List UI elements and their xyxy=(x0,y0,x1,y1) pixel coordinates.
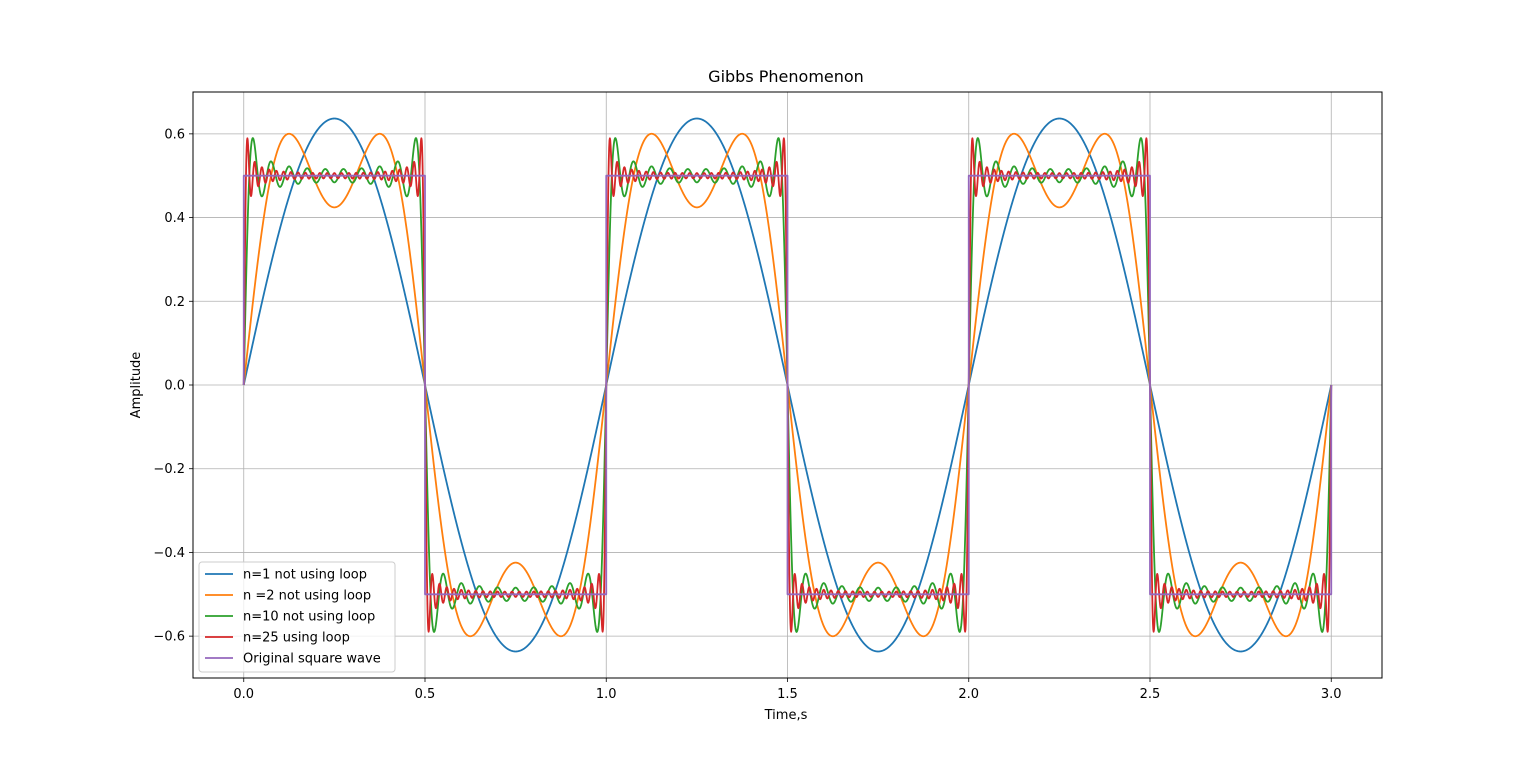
y-tick-label: −0.2 xyxy=(153,462,185,477)
x-tick-label: 2.5 xyxy=(1140,687,1161,702)
legend: n=1 not using loop n =2 not using loop n=1… xyxy=(198,561,396,673)
series-lines xyxy=(242,117,1333,653)
x-tick-label: 0.5 xyxy=(415,687,436,702)
legend-entry-label: n=10 not using loop xyxy=(243,610,375,625)
x-tick-label: 1.5 xyxy=(777,687,798,702)
x-tick-label: 0.0 xyxy=(233,687,254,702)
legend-entry-label: n=1 not using loop xyxy=(243,568,367,583)
x-axis-label: Time,s xyxy=(764,708,808,723)
legend-entry-label: n=25 using loop xyxy=(243,631,350,646)
x-tick-label: 1.0 xyxy=(596,687,617,702)
y-tick-label: −0.4 xyxy=(153,546,185,561)
y-tick-label: 0.2 xyxy=(164,295,185,310)
y-tick-label: 0.4 xyxy=(164,211,185,226)
legend-entry-label: n =2 not using loop xyxy=(243,589,371,604)
y-axis-ticks: −0.6 −0.4 −0.2 0.0 0.2 0.4 0.6 xyxy=(153,127,193,645)
legend-frame xyxy=(198,561,396,673)
series-line-5 xyxy=(242,174,1333,596)
y-tick-label: −0.6 xyxy=(153,630,185,645)
y-tick-label: 0.0 xyxy=(164,379,185,394)
x-tick-label: 3.0 xyxy=(1321,687,1342,702)
legend-entry-label: Original square wave xyxy=(243,652,381,667)
x-tick-label: 2.0 xyxy=(958,687,979,702)
x-axis-ticks: 0.0 0.5 1.0 1.5 2.0 2.5 3.0 xyxy=(233,678,1342,702)
y-axis-label: Amplitude xyxy=(129,352,144,419)
chart-title: Gibbs Phenomenon xyxy=(708,67,864,86)
y-tick-label: 0.6 xyxy=(164,127,185,142)
